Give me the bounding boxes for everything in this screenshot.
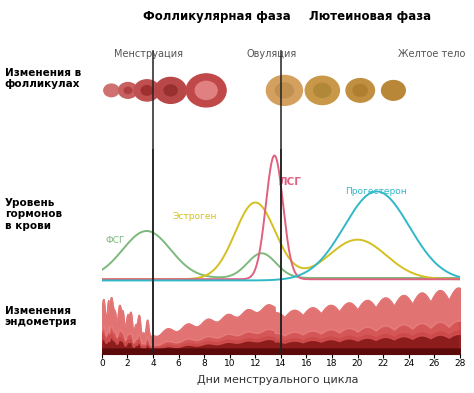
Text: Уровень
гормонов
в крови: Уровень гормонов в крови [5,198,62,231]
Text: ЛСГ: ЛСГ [278,176,301,187]
Text: Дни менструального цикла: Дни менструального цикла [197,375,358,385]
Text: Овуляция: Овуляция [246,49,297,59]
Text: Лютеиновая фаза: Лютеиновая фаза [309,10,431,23]
Text: Изменения
эндометрия: Изменения эндометрия [5,306,77,327]
Text: Эстроген: Эстроген [172,212,217,221]
Text: ФСГ: ФСГ [106,237,125,245]
Text: Прогестерон: Прогестерон [345,187,407,196]
Text: Менструация: Менструация [114,49,183,59]
Text: Желтое тело: Желтое тело [398,49,465,59]
Text: Фолликулярная фаза: Фолликулярная фаза [143,10,291,23]
Text: Изменения в
фолликулах: Изменения в фолликулах [5,68,81,89]
